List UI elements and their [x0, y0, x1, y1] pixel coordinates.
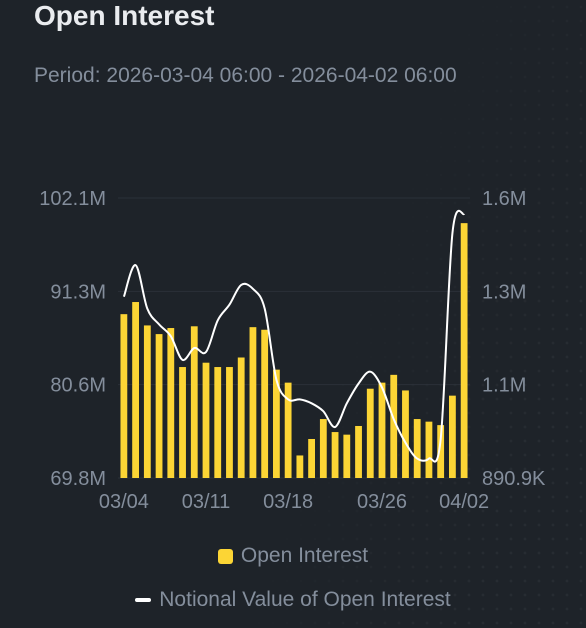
open-interest-bar[interactable] [402, 390, 409, 478]
open-interest-bar[interactable] [366, 388, 374, 478]
grid-layer [118, 197, 470, 479]
open-interest-chart: 69.8M 890.9K 80.6M 1.1M 91.3M 1.3M 102.1M 1.6M 0… [39, 188, 546, 513]
y-left-tick-label: 80.6M [50, 375, 106, 397]
y-right-tick-label: 890.9K [482, 468, 546, 490]
legend-notional-value[interactable]: Notional Value of Open Interest [0, 584, 586, 612]
legend-open-interest[interactable]: Open Interest [0, 544, 586, 570]
open-interest-bar[interactable] [460, 223, 468, 478]
open-interest-bar[interactable] [155, 334, 163, 478]
bar-layer [120, 223, 468, 478]
open-interest-bar[interactable] [413, 419, 421, 478]
line-layer [122, 209, 466, 463]
open-interest-bar[interactable] [143, 325, 151, 478]
legend-bar-swatch [217, 548, 233, 564]
page-title: Open Interest [34, 0, 215, 31]
x-tick-label: 03/26 [357, 491, 407, 513]
open-interest-bar[interactable] [390, 374, 398, 478]
y-right-tick-label: 1.1M [482, 375, 526, 397]
open-interest-bar[interactable] [202, 362, 210, 478]
open-interest-bar[interactable] [237, 357, 245, 478]
open-interest-bar[interactable] [249, 327, 257, 478]
open-interest-bar[interactable] [378, 382, 386, 478]
open-interest-bar[interactable] [343, 434, 351, 478]
y-right-tick-label: 1.6M [482, 188, 526, 210]
x-tick-label: 03/18 [263, 491, 313, 513]
period-label: Period: [34, 64, 101, 87]
label-layer: 69.8M 890.9K 80.6M 1.1M 91.3M 1.3M 102.1M 1.6M 0… [39, 188, 546, 513]
x-tick-label: 03/04 [99, 491, 149, 513]
legend-open-interest-label: Open Interest [240, 544, 369, 567]
open-interest-bar[interactable] [448, 395, 456, 478]
open-interest-bar[interactable] [261, 329, 269, 478]
open-interest-bar[interactable] [296, 455, 304, 478]
open-interest-bar[interactable] [272, 369, 280, 478]
open-interest-bar[interactable] [308, 438, 316, 478]
x-tick-label: 03/11 [182, 491, 231, 513]
open-interest-bar[interactable] [437, 425, 445, 478]
x-tick-label: 04/02 [439, 491, 489, 513]
y-left-tick-label: 91.3M [50, 281, 106, 303]
open-interest-bar[interactable] [355, 425, 362, 478]
open-interest-bar[interactable] [190, 326, 198, 478]
period-range: Period: 2026-03-04 06:00 - 2026-04-02 06… [34, 64, 457, 88]
y-left-tick-label: 102.1M [39, 188, 106, 210]
legend-notional-label: Notional Value of Open Interest [159, 588, 451, 611]
open-interest-bar[interactable] [319, 419, 327, 478]
open-interest-bar[interactable] [425, 421, 433, 478]
open-interest-bar[interactable] [167, 328, 175, 478]
open-interest-bar[interactable] [331, 432, 339, 478]
legend-line-swatch [135, 598, 152, 602]
open-interest-bar[interactable] [179, 367, 186, 478]
y-left-tick-label: 69.8M [50, 468, 106, 490]
open-interest-bar[interactable] [214, 367, 222, 478]
open-interest-bar[interactable] [226, 367, 233, 478]
notional-value-line[interactable] [122, 209, 466, 463]
period-value: 2026-03-04 06:00 - 2026-04-02 06:00 [106, 64, 457, 87]
open-interest-bar[interactable] [120, 314, 128, 478]
y-right-tick-label: 1.3M [482, 281, 526, 303]
open-interest-bar[interactable] [132, 302, 140, 478]
open-interest-bar[interactable] [284, 382, 292, 478]
